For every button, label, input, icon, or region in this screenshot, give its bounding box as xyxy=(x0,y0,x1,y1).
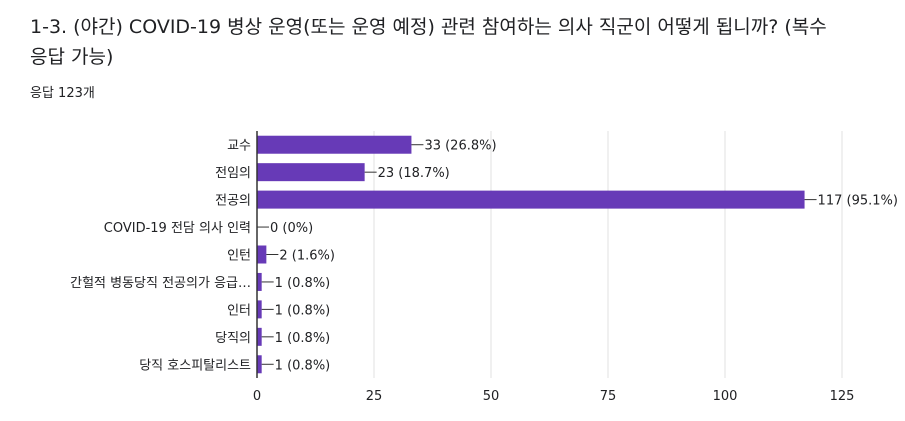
category-label: COVID-19 전담 의사 인력 xyxy=(104,221,251,236)
bar xyxy=(257,355,262,374)
x-tick-label: 0 xyxy=(253,389,261,404)
bar xyxy=(257,300,262,319)
value-label: 1 (0.8%) xyxy=(275,358,331,373)
bar xyxy=(257,327,262,346)
value-label: 33 (26.8%) xyxy=(424,139,496,154)
response-count: 응답 123개 xyxy=(30,86,95,101)
value-label: 23 (18.7%) xyxy=(378,166,450,181)
x-tick-label: 125 xyxy=(830,389,855,404)
value-label: 1 (0.8%) xyxy=(275,276,331,291)
category-label: 간헐적 병동당직 전공의가 응급… xyxy=(70,276,251,291)
bar xyxy=(257,190,805,209)
bar xyxy=(257,163,365,182)
category-label: 당직 호스피탈리스트 xyxy=(139,358,251,373)
value-label: 1 (0.8%) xyxy=(275,303,331,318)
value-label: 0 (0%) xyxy=(270,221,313,236)
x-tick-label: 100 xyxy=(713,389,738,404)
value-label: 117 (95.1%) xyxy=(818,194,898,209)
category-label: 전임의 xyxy=(215,166,251,181)
category-label: 교수 xyxy=(227,139,251,154)
category-label: 인터 xyxy=(227,303,251,318)
category-label: 인턴 xyxy=(227,249,251,264)
x-tick-label: 50 xyxy=(483,389,500,404)
value-label: 1 (0.8%) xyxy=(275,331,331,346)
category-label: 당직의 xyxy=(215,331,251,346)
value-label: 2 (1.6%) xyxy=(279,249,335,264)
question-title: 1-3. (야간) COVID-19 병상 운영(또는 운영 예정) 관련 참여… xyxy=(30,16,827,68)
bar xyxy=(257,245,267,264)
category-label: 전공의 xyxy=(215,194,251,209)
x-tick-label: 75 xyxy=(600,389,617,404)
bar xyxy=(257,135,412,154)
bar xyxy=(257,272,262,291)
x-tick-label: 25 xyxy=(366,389,383,404)
